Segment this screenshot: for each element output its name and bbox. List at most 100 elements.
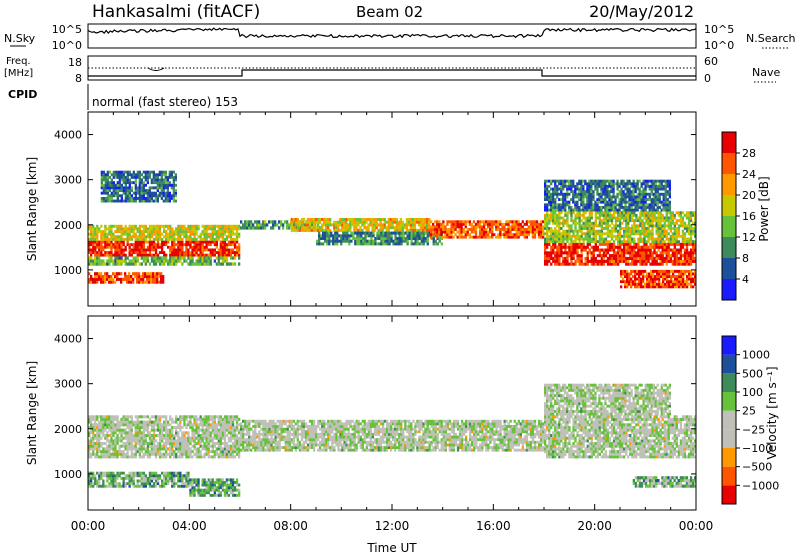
velocity-cell (146, 431, 150, 435)
power-cell (231, 232, 235, 236)
power-cell (546, 211, 549, 215)
power-cell (387, 223, 390, 227)
power-cell (617, 256, 620, 260)
power-cell (90, 224, 93, 228)
power-cell (533, 228, 537, 231)
power-cell (340, 242, 343, 246)
power-cell (276, 223, 279, 227)
power-cell (493, 220, 496, 224)
power-cell (558, 221, 561, 225)
power-cell (229, 251, 233, 254)
power-cell (134, 178, 137, 182)
power-cell (442, 235, 445, 239)
power-cell (649, 251, 652, 255)
velocity-cell (108, 420, 111, 424)
power-cell (104, 178, 107, 182)
power-cell (162, 191, 165, 195)
nave-tick-bottom: 0 (704, 72, 711, 85)
power-cell (438, 239, 441, 243)
power-cell (480, 228, 484, 231)
velocity-cell (150, 439, 154, 443)
power-cell (586, 190, 589, 194)
power-cell (167, 224, 170, 228)
velocity-cell (142, 431, 145, 435)
power-cell (341, 218, 344, 221)
power-cell (203, 248, 206, 252)
power-cell (592, 192, 595, 196)
power-cell (386, 234, 389, 238)
power-cell (489, 228, 492, 231)
power-cell (340, 237, 343, 240)
velocity-cell (122, 442, 125, 445)
power-cell (152, 243, 156, 247)
power-cell (120, 240, 123, 244)
power-cell (548, 251, 551, 255)
power-cell (667, 227, 670, 230)
velocity-cell (98, 442, 101, 445)
power-cell (302, 226, 306, 230)
power-cell (689, 234, 693, 238)
power-cell (594, 182, 597, 186)
power-cell (140, 183, 143, 187)
power-cell (562, 192, 565, 196)
power-cell (556, 259, 559, 263)
power-cell (631, 227, 634, 230)
power-cell (673, 251, 676, 255)
power-cell (391, 223, 394, 227)
power-cell (120, 272, 123, 276)
power-cell (546, 184, 549, 188)
power-cell (659, 234, 662, 238)
velocity-cell (156, 415, 160, 419)
power-cell (225, 235, 229, 239)
power-cell (663, 248, 666, 252)
power-cell (584, 192, 587, 196)
power-cell (116, 191, 119, 195)
power-cell (195, 248, 198, 252)
power-cell (667, 256, 670, 260)
power-cell (594, 200, 597, 204)
power-cell (687, 219, 691, 223)
power-cell (88, 259, 91, 263)
velocity-cell (94, 452, 97, 456)
power-cell (164, 199, 167, 203)
power-cell (556, 184, 559, 188)
velocity-cell (110, 415, 113, 419)
power-cell (574, 234, 577, 238)
power-cell (629, 262, 632, 266)
power-cell (614, 208, 617, 212)
velocity-cell (104, 423, 107, 427)
velocity-cell (126, 439, 129, 443)
power-cell (158, 280, 161, 284)
power-cell (694, 248, 697, 252)
power-cell (221, 253, 225, 257)
power-cell (106, 275, 109, 279)
power-cell (466, 230, 469, 234)
power-cell (195, 243, 198, 247)
power-cell (638, 280, 641, 284)
power-cell (357, 220, 360, 224)
power-cell (264, 223, 267, 227)
sky-tick-top-left: 10^5 (52, 23, 82, 36)
power-cell (199, 248, 202, 252)
power-cell (142, 191, 145, 195)
power-cell (395, 228, 398, 232)
power-cell (639, 259, 642, 263)
power-cell (390, 231, 393, 235)
power-cell (167, 240, 170, 244)
power-cell (604, 221, 608, 225)
power-cell (556, 254, 559, 258)
power-cell (568, 242, 571, 246)
power-cell (444, 225, 447, 229)
power-cell (304, 223, 308, 227)
velocity-cell (124, 428, 127, 432)
power-cell (124, 175, 127, 179)
power-cell (175, 230, 178, 233)
power-cell (442, 230, 445, 234)
power-cell (672, 285, 675, 289)
power-cell (104, 189, 107, 192)
power-cell (102, 173, 105, 177)
power-cell (187, 248, 190, 252)
power-cell (430, 228, 433, 231)
power-cell (617, 248, 620, 252)
power-cell (358, 237, 361, 240)
